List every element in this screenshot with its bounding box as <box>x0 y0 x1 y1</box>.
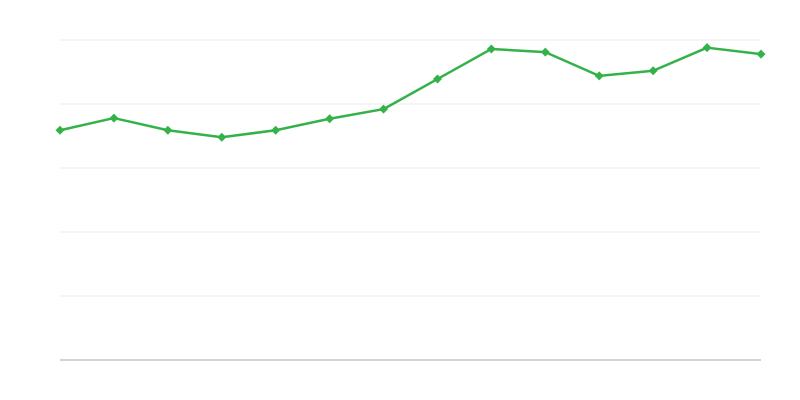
data-point <box>271 125 281 135</box>
data-point <box>217 132 227 142</box>
data-point <box>325 114 335 124</box>
series-group <box>55 43 766 142</box>
data-point <box>55 125 65 135</box>
data-point <box>594 71 604 81</box>
gridlines <box>60 39 761 297</box>
data-point <box>432 74 442 84</box>
data-point <box>756 49 766 59</box>
data-point <box>379 104 389 114</box>
data-point <box>486 44 496 54</box>
data-point <box>109 113 119 123</box>
data-point <box>648 66 658 76</box>
data-point <box>702 43 712 53</box>
data-point <box>540 47 550 57</box>
data-point <box>163 125 173 135</box>
series-line <box>59 46 762 139</box>
